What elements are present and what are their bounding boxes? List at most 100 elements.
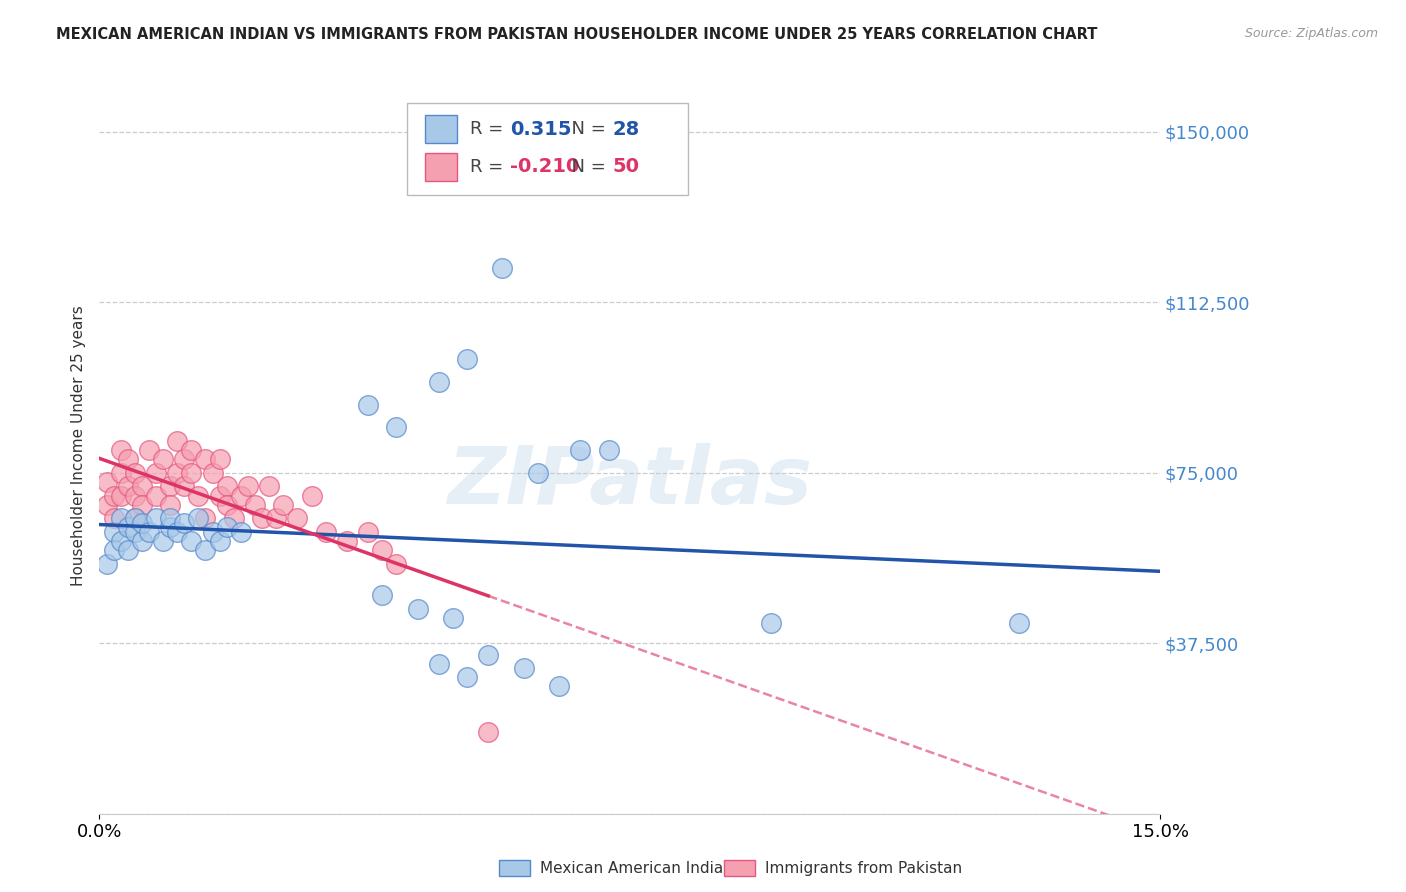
Text: N =: N = (560, 120, 612, 138)
Text: ZIPatlas: ZIPatlas (447, 443, 813, 521)
Text: MEXICAN AMERICAN INDIAN VS IMMIGRANTS FROM PAKISTAN HOUSEHOLDER INCOME UNDER 25 : MEXICAN AMERICAN INDIAN VS IMMIGRANTS FR… (56, 27, 1098, 42)
Point (215, 479, 238, 493)
Point (96, 475, 118, 489)
Point (187, 488, 209, 502)
Point (131, 516, 153, 530)
Point (194, 511, 217, 525)
Point (215, 498, 238, 512)
Point (385, 557, 408, 571)
FancyBboxPatch shape (425, 115, 457, 144)
Point (427, 375, 450, 389)
Point (131, 498, 153, 512)
Point (96, 498, 118, 512)
Point (124, 488, 146, 502)
Point (336, 533, 359, 548)
Point (243, 498, 266, 512)
Point (159, 479, 181, 493)
Point (441, 611, 464, 625)
Point (271, 498, 294, 512)
Point (117, 452, 139, 467)
Point (166, 434, 188, 448)
Text: R =: R = (470, 158, 509, 176)
Point (110, 443, 132, 458)
Point (110, 533, 132, 548)
Point (208, 533, 231, 548)
Point (236, 479, 259, 493)
Point (159, 511, 181, 525)
Point (103, 488, 125, 502)
Point (512, 661, 534, 675)
Point (287, 511, 309, 525)
Point (264, 511, 287, 525)
FancyBboxPatch shape (425, 153, 457, 180)
Point (159, 520, 181, 534)
Point (385, 420, 408, 434)
Point (124, 466, 146, 480)
Point (103, 511, 125, 525)
Text: Mexican American Indians: Mexican American Indians (540, 862, 741, 876)
Point (208, 488, 231, 502)
Point (145, 488, 167, 502)
Point (138, 443, 160, 458)
Point (117, 520, 139, 534)
Point (456, 352, 478, 367)
Point (301, 488, 323, 502)
Point (477, 648, 499, 662)
Point (371, 543, 394, 558)
Point (194, 543, 217, 558)
Point (315, 524, 337, 539)
Text: N =: N = (560, 158, 612, 176)
Text: 50: 50 (613, 157, 640, 176)
Point (110, 466, 132, 480)
Point (117, 479, 139, 493)
Point (117, 543, 139, 558)
Point (427, 657, 450, 671)
Point (110, 488, 132, 502)
Point (145, 466, 167, 480)
Text: Immigrants from Pakistan: Immigrants from Pakistan (765, 862, 962, 876)
Point (173, 479, 195, 493)
Point (96, 557, 118, 571)
Point (124, 524, 146, 539)
Point (201, 466, 224, 480)
Point (491, 261, 513, 276)
Point (222, 511, 245, 525)
Point (201, 524, 224, 539)
Point (159, 498, 181, 512)
Text: R =: R = (470, 120, 509, 138)
Point (166, 466, 188, 480)
Point (124, 511, 146, 525)
Point (131, 533, 153, 548)
Point (152, 452, 174, 467)
Point (229, 524, 252, 539)
Point (229, 488, 252, 502)
Text: 28: 28 (613, 120, 640, 139)
Point (110, 511, 132, 525)
Point (215, 520, 238, 534)
Point (208, 452, 231, 467)
Point (357, 524, 380, 539)
Y-axis label: Householder Income Under 25 years: Householder Income Under 25 years (72, 305, 86, 586)
Point (187, 511, 209, 525)
Point (406, 602, 429, 616)
Point (527, 466, 550, 480)
Point (569, 443, 592, 458)
Point (257, 479, 280, 493)
Point (180, 443, 202, 458)
Point (250, 511, 273, 525)
Point (548, 679, 571, 693)
FancyBboxPatch shape (406, 103, 688, 195)
Text: -0.210: -0.210 (510, 157, 579, 176)
Point (194, 452, 217, 467)
Point (173, 452, 195, 467)
Text: Source: ZipAtlas.com: Source: ZipAtlas.com (1244, 27, 1378, 40)
Point (124, 511, 146, 525)
Point (152, 533, 174, 548)
Point (180, 533, 202, 548)
Point (477, 724, 499, 739)
Point (180, 466, 202, 480)
Point (131, 479, 153, 493)
Point (371, 589, 394, 603)
Point (145, 511, 167, 525)
Point (759, 615, 782, 630)
